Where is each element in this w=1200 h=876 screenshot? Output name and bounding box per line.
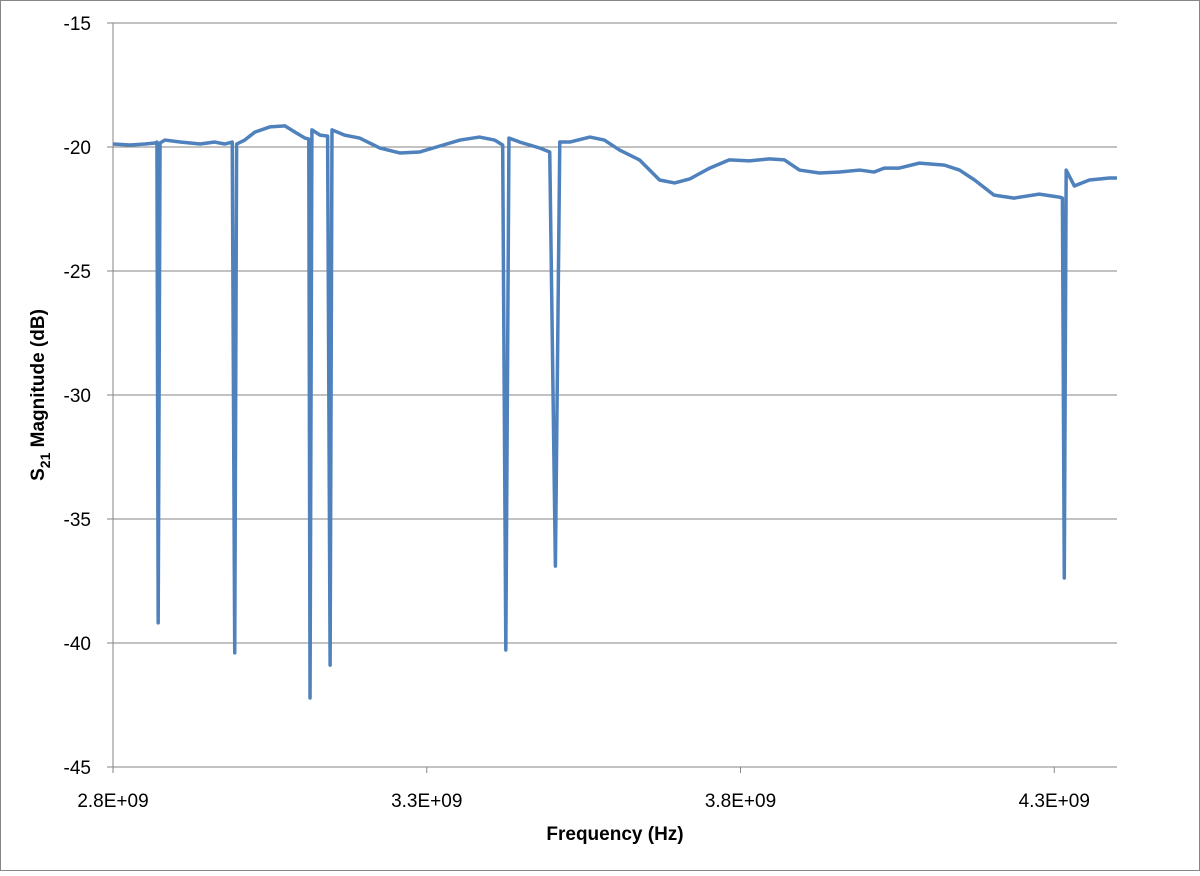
y-tick-label: -15: [64, 14, 91, 35]
y-axis-label: S21 Magnitude (dB): [28, 309, 53, 481]
y-label-sub: 21: [37, 452, 53, 468]
y-label-main: S: [28, 468, 49, 481]
y-tick-label: -20: [64, 138, 91, 159]
x-tick-label: 3.3E+09: [391, 791, 462, 812]
y-label-rest: Magnitude (dB): [28, 309, 49, 453]
y-tick-label: -30: [64, 386, 91, 407]
y-tick-label: -35: [64, 510, 91, 531]
x-axis-label: Frequency (Hz): [546, 824, 683, 845]
x-tick-label: 2.8E+09: [77, 791, 148, 812]
y-tick-label: -40: [64, 634, 91, 655]
data-line: [112, 124, 1117, 700]
y-tick-label: -25: [64, 262, 91, 283]
y-tick-label: -45: [64, 758, 91, 779]
x-tick-label: 4.3E+09: [1019, 791, 1090, 812]
x-tick-label: 3.8E+09: [705, 791, 776, 812]
